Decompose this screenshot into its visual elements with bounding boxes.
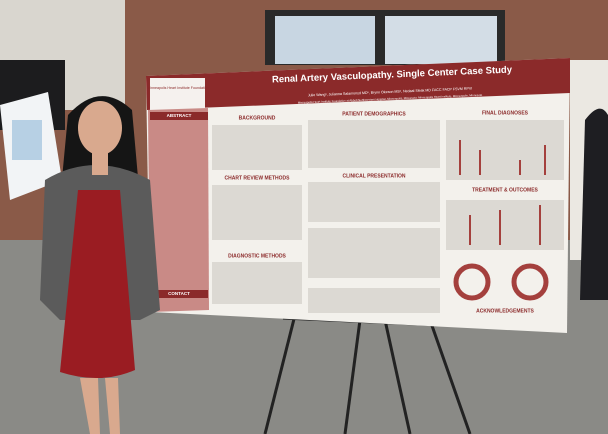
- poster-header: [146, 58, 570, 110]
- poster-authors: Julie Wang¹, Julianna Salamonsd MD¹, Bry…: [308, 87, 473, 98]
- section-heading: PATIENT DEMOGRAPHICS: [342, 111, 406, 117]
- donut: [453, 263, 491, 301]
- section-heading: TREATMENT & OUTCOMES: [472, 187, 538, 193]
- window-pane: [275, 16, 375, 64]
- logo-box: [150, 78, 205, 110]
- sign-chart: [12, 120, 42, 160]
- section-heading: DIAGNOSTIC METHODS: [228, 253, 286, 259]
- section-heading: FINAL DIAGNOSES: [482, 110, 529, 116]
- section-heading: BACKGROUND: [239, 115, 276, 121]
- poster-affiliations: Minneapolis Heart Institute Foundation a…: [298, 93, 483, 105]
- section-heading: CHART REVIEW METHODS: [225, 175, 291, 181]
- section-heading: CLINICAL PRESENTATION: [342, 173, 405, 179]
- person: [40, 96, 160, 434]
- bars: [459, 140, 546, 245]
- tables: [212, 120, 564, 313]
- section-heading: CONTACT: [168, 291, 190, 296]
- section-heading: ACKNOWLEDGEMENTS: [476, 308, 534, 314]
- abstract-panel: [148, 108, 209, 312]
- logo-text: Minneapolis Heart Institute Foundation: [147, 86, 209, 90]
- person-right: [580, 108, 608, 300]
- section-bar: [150, 112, 208, 120]
- window-pane: [385, 16, 497, 64]
- donut: [511, 263, 549, 301]
- section-bar: [150, 290, 208, 298]
- section-heading: ABSTRACT: [167, 113, 192, 118]
